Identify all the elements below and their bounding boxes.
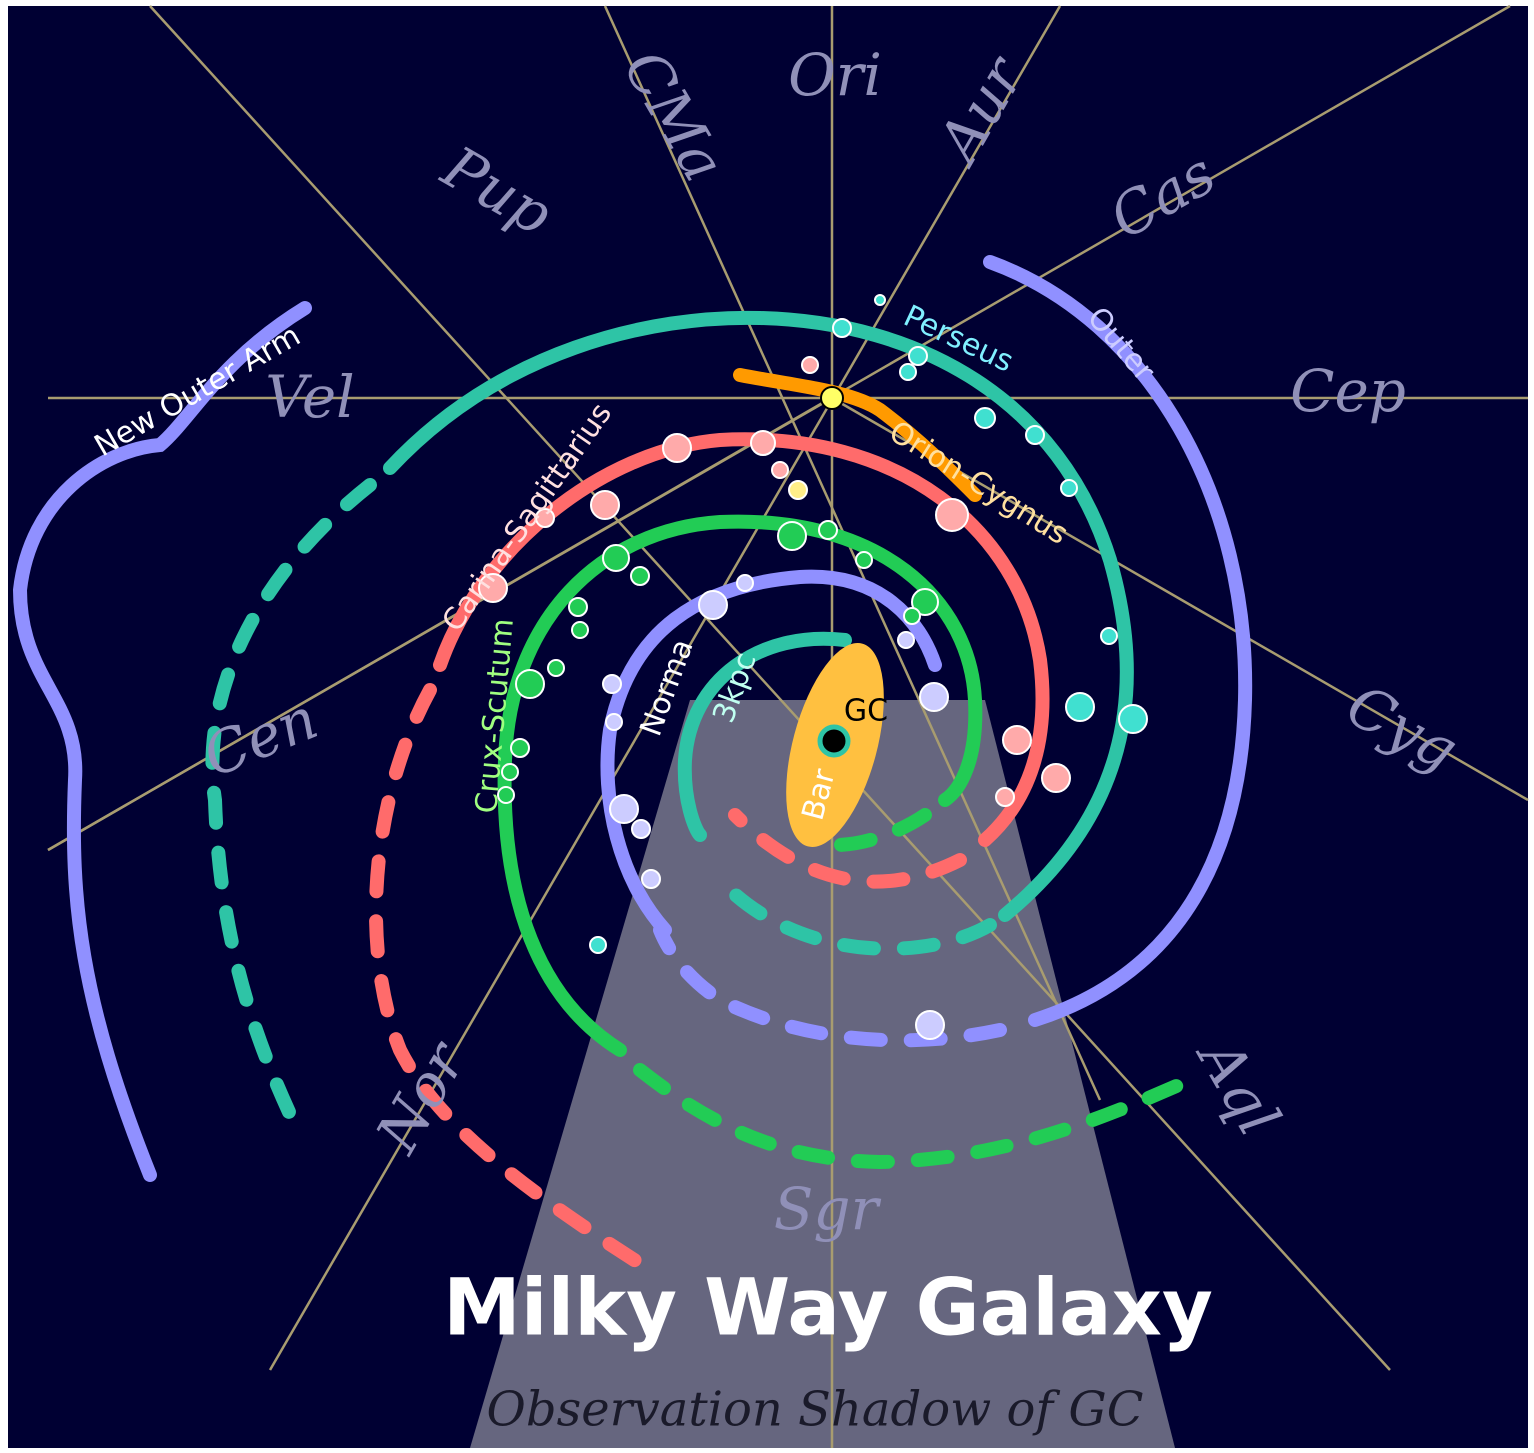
outer-arm-dashed <box>653 923 1007 1048</box>
carina-dashed <box>728 808 967 889</box>
galactic-center <box>817 724 851 758</box>
outer-arm <box>983 255 1253 1027</box>
crux-far-dashed <box>633 1063 1197 1170</box>
perseus-far-dashed <box>205 478 377 1132</box>
crux-dashed <box>828 808 932 852</box>
new-outer-arm <box>12 301 312 1182</box>
title: Milky Way Galaxy <box>443 1263 1213 1353</box>
3kpc-arm <box>677 631 852 842</box>
constellation-label: Ori <box>788 41 882 109</box>
norma-arm <box>600 569 942 937</box>
perseus-arm-dashed <box>713 873 997 956</box>
constellation-label: Sgr <box>774 1175 882 1243</box>
constellation-label: Vel <box>265 363 354 431</box>
subtitle: Observation Shadow of GC <box>487 1382 1144 1438</box>
gc-label: GC <box>844 694 888 729</box>
sun <box>820 386 844 410</box>
crux-scutum-arm <box>497 514 983 1057</box>
carina-far-dashed <box>369 683 657 1277</box>
orion-cygnus-arm <box>733 368 982 502</box>
regions <box>478 294 1148 1040</box>
perseus-arm <box>383 310 1134 922</box>
constellation-label: Cep <box>1290 357 1406 425</box>
